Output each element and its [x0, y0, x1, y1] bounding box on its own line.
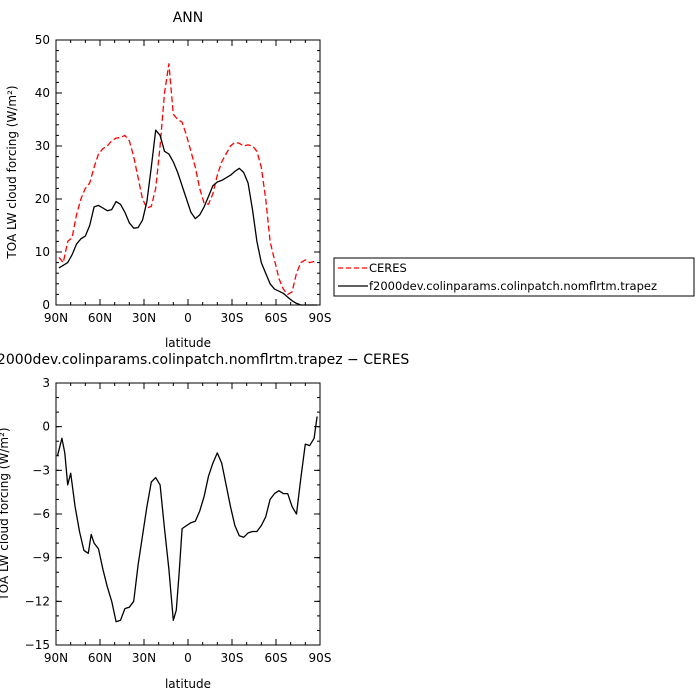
top-ytick-label: 50 [35, 33, 50, 47]
top-xtick-label: 0 [184, 311, 192, 325]
top-ytick-label: 30 [35, 139, 50, 153]
bottom-ytick-label: −12 [25, 594, 50, 608]
bottom-lines [56, 416, 318, 623]
top-ytick-label: 40 [35, 86, 50, 100]
bottom-y-axis-label: TOA LW cloud forcing (W/m²) [0, 427, 11, 601]
top-xtick-label: 60S [265, 311, 288, 325]
legend-label-ceres: CERES [369, 261, 407, 275]
top-ticks: 90N 60N 30N 0 30S 60S 90S 0 10 20 30 40 50 [35, 33, 332, 325]
top-y-axis-label: TOA LW cloud forcing (W/m²) [5, 85, 19, 259]
legend-label-model: f2000dev.colinparams.colinpatch.nomflrtm… [369, 279, 657, 293]
bottom-series-line-0 [56, 416, 318, 623]
bottom-xtick-label: 30N [132, 651, 156, 665]
top-xtick-label: 90N [44, 311, 68, 325]
bottom-xtick-label: 90N [44, 651, 68, 665]
top-ytick-label: 10 [35, 245, 50, 259]
bottom-ytick-label: −3 [32, 463, 50, 477]
top-lines [58, 63, 318, 306]
top-xtick-label: 30S [221, 311, 244, 325]
top-ytick-label: 0 [42, 298, 50, 312]
bottom-ytick-label: 0 [42, 420, 50, 434]
top-xtick-label: 90S [309, 311, 332, 325]
top-series-line-1 [58, 129, 318, 306]
bottom-ytick-label: 3 [42, 376, 50, 390]
bottom-ytick-label: −9 [32, 551, 50, 565]
bottom-plot-frame [55, 382, 321, 646]
top-xtick-label: 30N [132, 311, 156, 325]
bottom-xtick-label: 60S [265, 651, 288, 665]
bottom-chart-title: f2000dev.colinparams.colinpatch.nomflrtm… [0, 352, 409, 368]
bottom-ytick-label: −6 [32, 507, 50, 521]
top-x-axis-label: latitude [165, 336, 211, 350]
bottom-x-axis-label: latitude [165, 677, 211, 691]
bottom-ytick-label: −15 [25, 638, 50, 652]
bottom-xtick-label: 90S [309, 651, 332, 665]
bottom-xtick-label: 60N [88, 651, 112, 665]
top-plot-frame [55, 39, 321, 306]
top-series-line-0 [58, 63, 318, 296]
legend: CERES f2000dev.colinparams.colinpatch.no… [333, 257, 695, 297]
bottom-xtick-label: 0 [184, 651, 192, 665]
legend-box [333, 257, 695, 297]
top-panel: ANN 90N 60N 30N 0 30S 60S 90S 0 10 20 30 40 50 latit… [5, 10, 331, 350]
bottom-xtick-label: 30S [221, 651, 244, 665]
top-ytick-label: 20 [35, 192, 50, 206]
top-chart-title: ANN [173, 10, 204, 26]
bottom-panel: f2000dev.colinparams.colinpatch.nomflrtm… [0, 352, 409, 691]
top-xtick-label: 60N [88, 311, 112, 325]
bottom-ticks: 90N 60N 30N 0 30S 60S 90S −15 −12 −9 −6 −3 0 3 [25, 376, 332, 665]
